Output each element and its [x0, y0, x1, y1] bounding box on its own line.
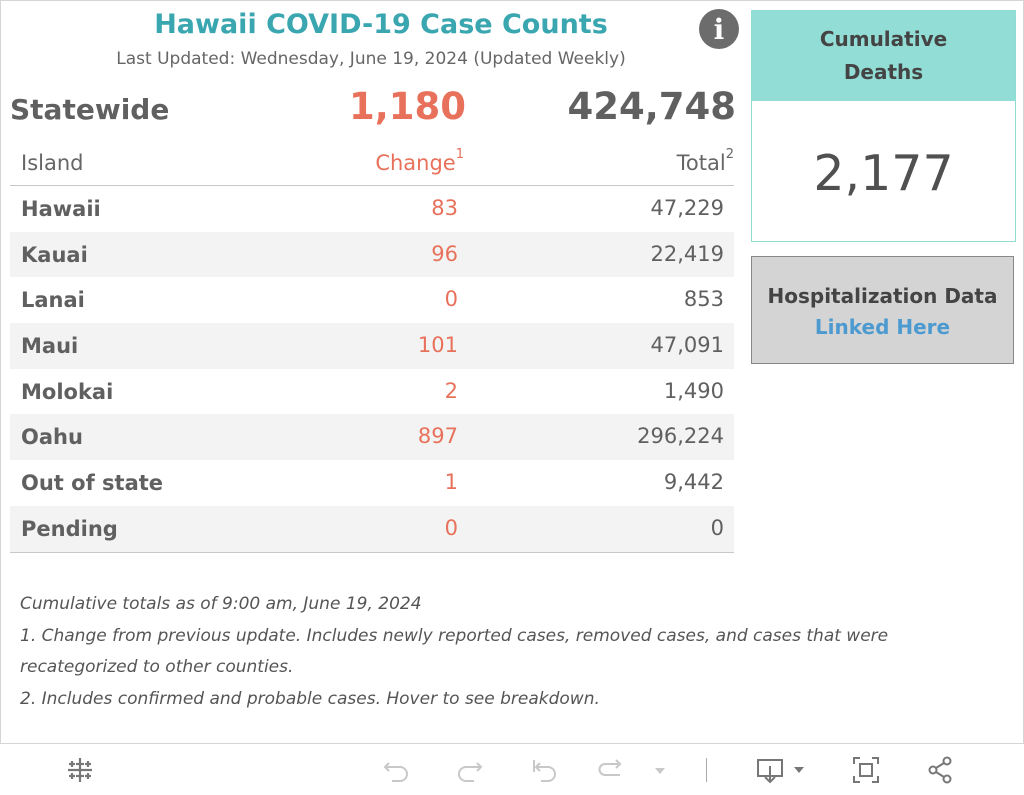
- footnote-marker-2: 2: [725, 147, 734, 162]
- viz-toolbar: [0, 744, 1024, 795]
- change-value: 0: [444, 515, 458, 540]
- change-value: 0: [444, 287, 458, 312]
- change-value: 2: [444, 378, 458, 403]
- table-row[interactable]: Kauai 96 22,419: [10, 231, 734, 278]
- hospitalization-title: Hospitalization Data: [767, 284, 998, 308]
- info-icon[interactable]: i: [699, 9, 739, 49]
- cumulative-deaths-card: Cumulative Deaths 2,177: [751, 10, 1016, 242]
- download-icon[interactable]: [754, 754, 810, 786]
- total-value: 296,224: [637, 424, 724, 449]
- footnotes: Cumulative totals as of 9:00 am, June 19…: [20, 589, 1010, 715]
- pause-dropdown-icon[interactable]: [648, 754, 672, 786]
- undo-icon[interactable]: [378, 754, 414, 786]
- island-name: Pending: [21, 516, 118, 541]
- cumulative-deaths-header: Cumulative Deaths: [752, 11, 1015, 101]
- table-bottom-border: [10, 551, 734, 553]
- total-value: 0: [710, 515, 724, 540]
- change-value: 96: [431, 241, 458, 266]
- total-value: 9,442: [663, 470, 724, 495]
- column-header-total-label: Total: [676, 151, 726, 175]
- footnote-1-continued: recategorized to other counties.: [20, 657, 294, 677]
- total-value: 47,229: [650, 196, 724, 220]
- table-header: Island Change1 Total2: [10, 143, 734, 186]
- statewide-total-value: 424,748: [567, 85, 736, 128]
- footnote-2: 2. Includes confirmed and probable cases…: [20, 688, 600, 709]
- change-value: 101: [417, 333, 458, 358]
- column-header-change-label: Change: [375, 151, 456, 175]
- island-name: Kauai: [21, 242, 88, 267]
- table-row[interactable]: Lanai 0 853: [10, 277, 734, 323]
- tableau-logo-icon[interactable]: [62, 754, 98, 786]
- island-case-table: Island Change1 Total2 Hawaii 83 47,229 K…: [10, 143, 734, 553]
- cumulative-deaths-value: 2,177: [813, 145, 954, 202]
- table-row[interactable]: Hawaii 83 47,229: [10, 186, 734, 232]
- fullscreen-icon[interactable]: [848, 754, 884, 786]
- total-value: 853: [683, 287, 724, 312]
- island-name: Lanai: [21, 288, 85, 313]
- statewide-change-value: 1,180: [348, 85, 466, 128]
- statewide-label: Statewide: [10, 93, 170, 126]
- revert-icon[interactable]: [526, 754, 562, 786]
- toolbar-divider: [706, 758, 707, 782]
- island-name: Oahu: [21, 425, 83, 450]
- table-row[interactable]: Out of state 1 9,442: [10, 460, 734, 506]
- refresh-icon[interactable]: [594, 754, 630, 786]
- redo-icon[interactable]: [452, 754, 488, 786]
- column-header-total: Total2: [676, 147, 734, 175]
- island-name: Hawaii: [21, 197, 101, 221]
- footnote-1: 1. Change from previous update. Includes…: [20, 625, 889, 646]
- total-value: 22,419: [650, 241, 724, 266]
- footnote-marker-1: 1: [455, 147, 464, 162]
- dashboard-frame: Hawaii COVID-19 Case Counts Last Updated…: [0, 0, 1024, 744]
- share-icon[interactable]: [922, 754, 958, 786]
- table-row[interactable]: Oahu 897 296,224: [10, 414, 734, 461]
- table-row[interactable]: Pending 0 0: [10, 505, 734, 552]
- hospitalization-data-button[interactable]: Hospitalization Data Linked Here: [751, 256, 1014, 364]
- footnote-cumulative: Cumulative totals as of 9:00 am, June 19…: [20, 594, 422, 614]
- column-header-island: Island: [21, 151, 84, 175]
- table-row[interactable]: Molokai 2 1,490: [10, 369, 734, 415]
- hospitalization-link[interactable]: Linked Here: [814, 315, 951, 339]
- total-value: 47,091: [650, 333, 724, 358]
- island-name: Maui: [21, 334, 79, 359]
- change-value: 1: [444, 470, 458, 495]
- last-updated-subtitle: Last Updated: Wednesday, June 19, 2024 (…: [116, 49, 626, 69]
- change-value: 83: [431, 196, 458, 220]
- table-row[interactable]: Maui 101 47,091: [10, 323, 734, 369]
- cumulative-deaths-label-line1: Cumulative: [819, 27, 948, 51]
- page-title: Hawaii COVID-19 Case Counts: [154, 9, 608, 40]
- change-value: 897: [417, 424, 458, 449]
- column-header-change: Change1: [375, 147, 464, 175]
- cumulative-deaths-label-line2: Deaths: [843, 60, 924, 84]
- island-name: Out of state: [21, 471, 164, 496]
- island-name: Molokai: [21, 379, 114, 404]
- total-value: 1,490: [663, 378, 724, 403]
